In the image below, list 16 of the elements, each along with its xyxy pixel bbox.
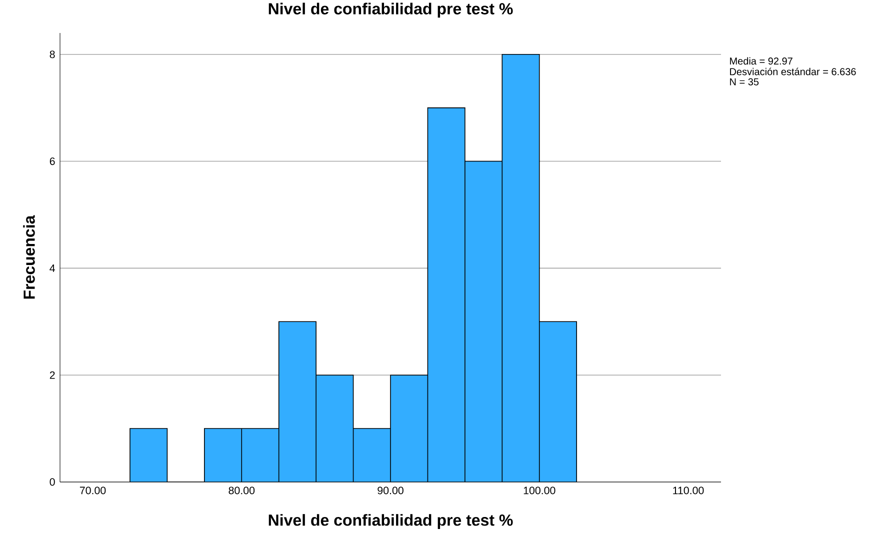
y-axis-title: Frecuencia bbox=[23, 215, 35, 299]
y-tick-label: 6 bbox=[50, 158, 55, 166]
x-tick-label: 70.00 bbox=[80, 486, 106, 494]
y-tick-label: 0 bbox=[50, 478, 55, 486]
x-axis-title: Nivel de confiabilidad pre test % bbox=[268, 514, 513, 529]
y-tick-label: 2 bbox=[50, 371, 55, 379]
text: N = 35 bbox=[730, 78, 759, 86]
x-tick-label: 90.00 bbox=[378, 486, 404, 494]
text: Desviación estándar = 6.636 bbox=[730, 68, 856, 76]
x-tick-label: 100.00 bbox=[524, 486, 556, 494]
y-tick-label: 4 bbox=[50, 264, 55, 272]
chart-title: Nivel de confiabilidad pre test % bbox=[268, 2, 513, 18]
x-tick-label: 80.00 bbox=[228, 486, 255, 494]
y-tick-label: 8 bbox=[50, 50, 55, 58]
text: Media = 92.97 bbox=[730, 57, 792, 65]
x-tick-label: 110.00 bbox=[673, 486, 704, 494]
